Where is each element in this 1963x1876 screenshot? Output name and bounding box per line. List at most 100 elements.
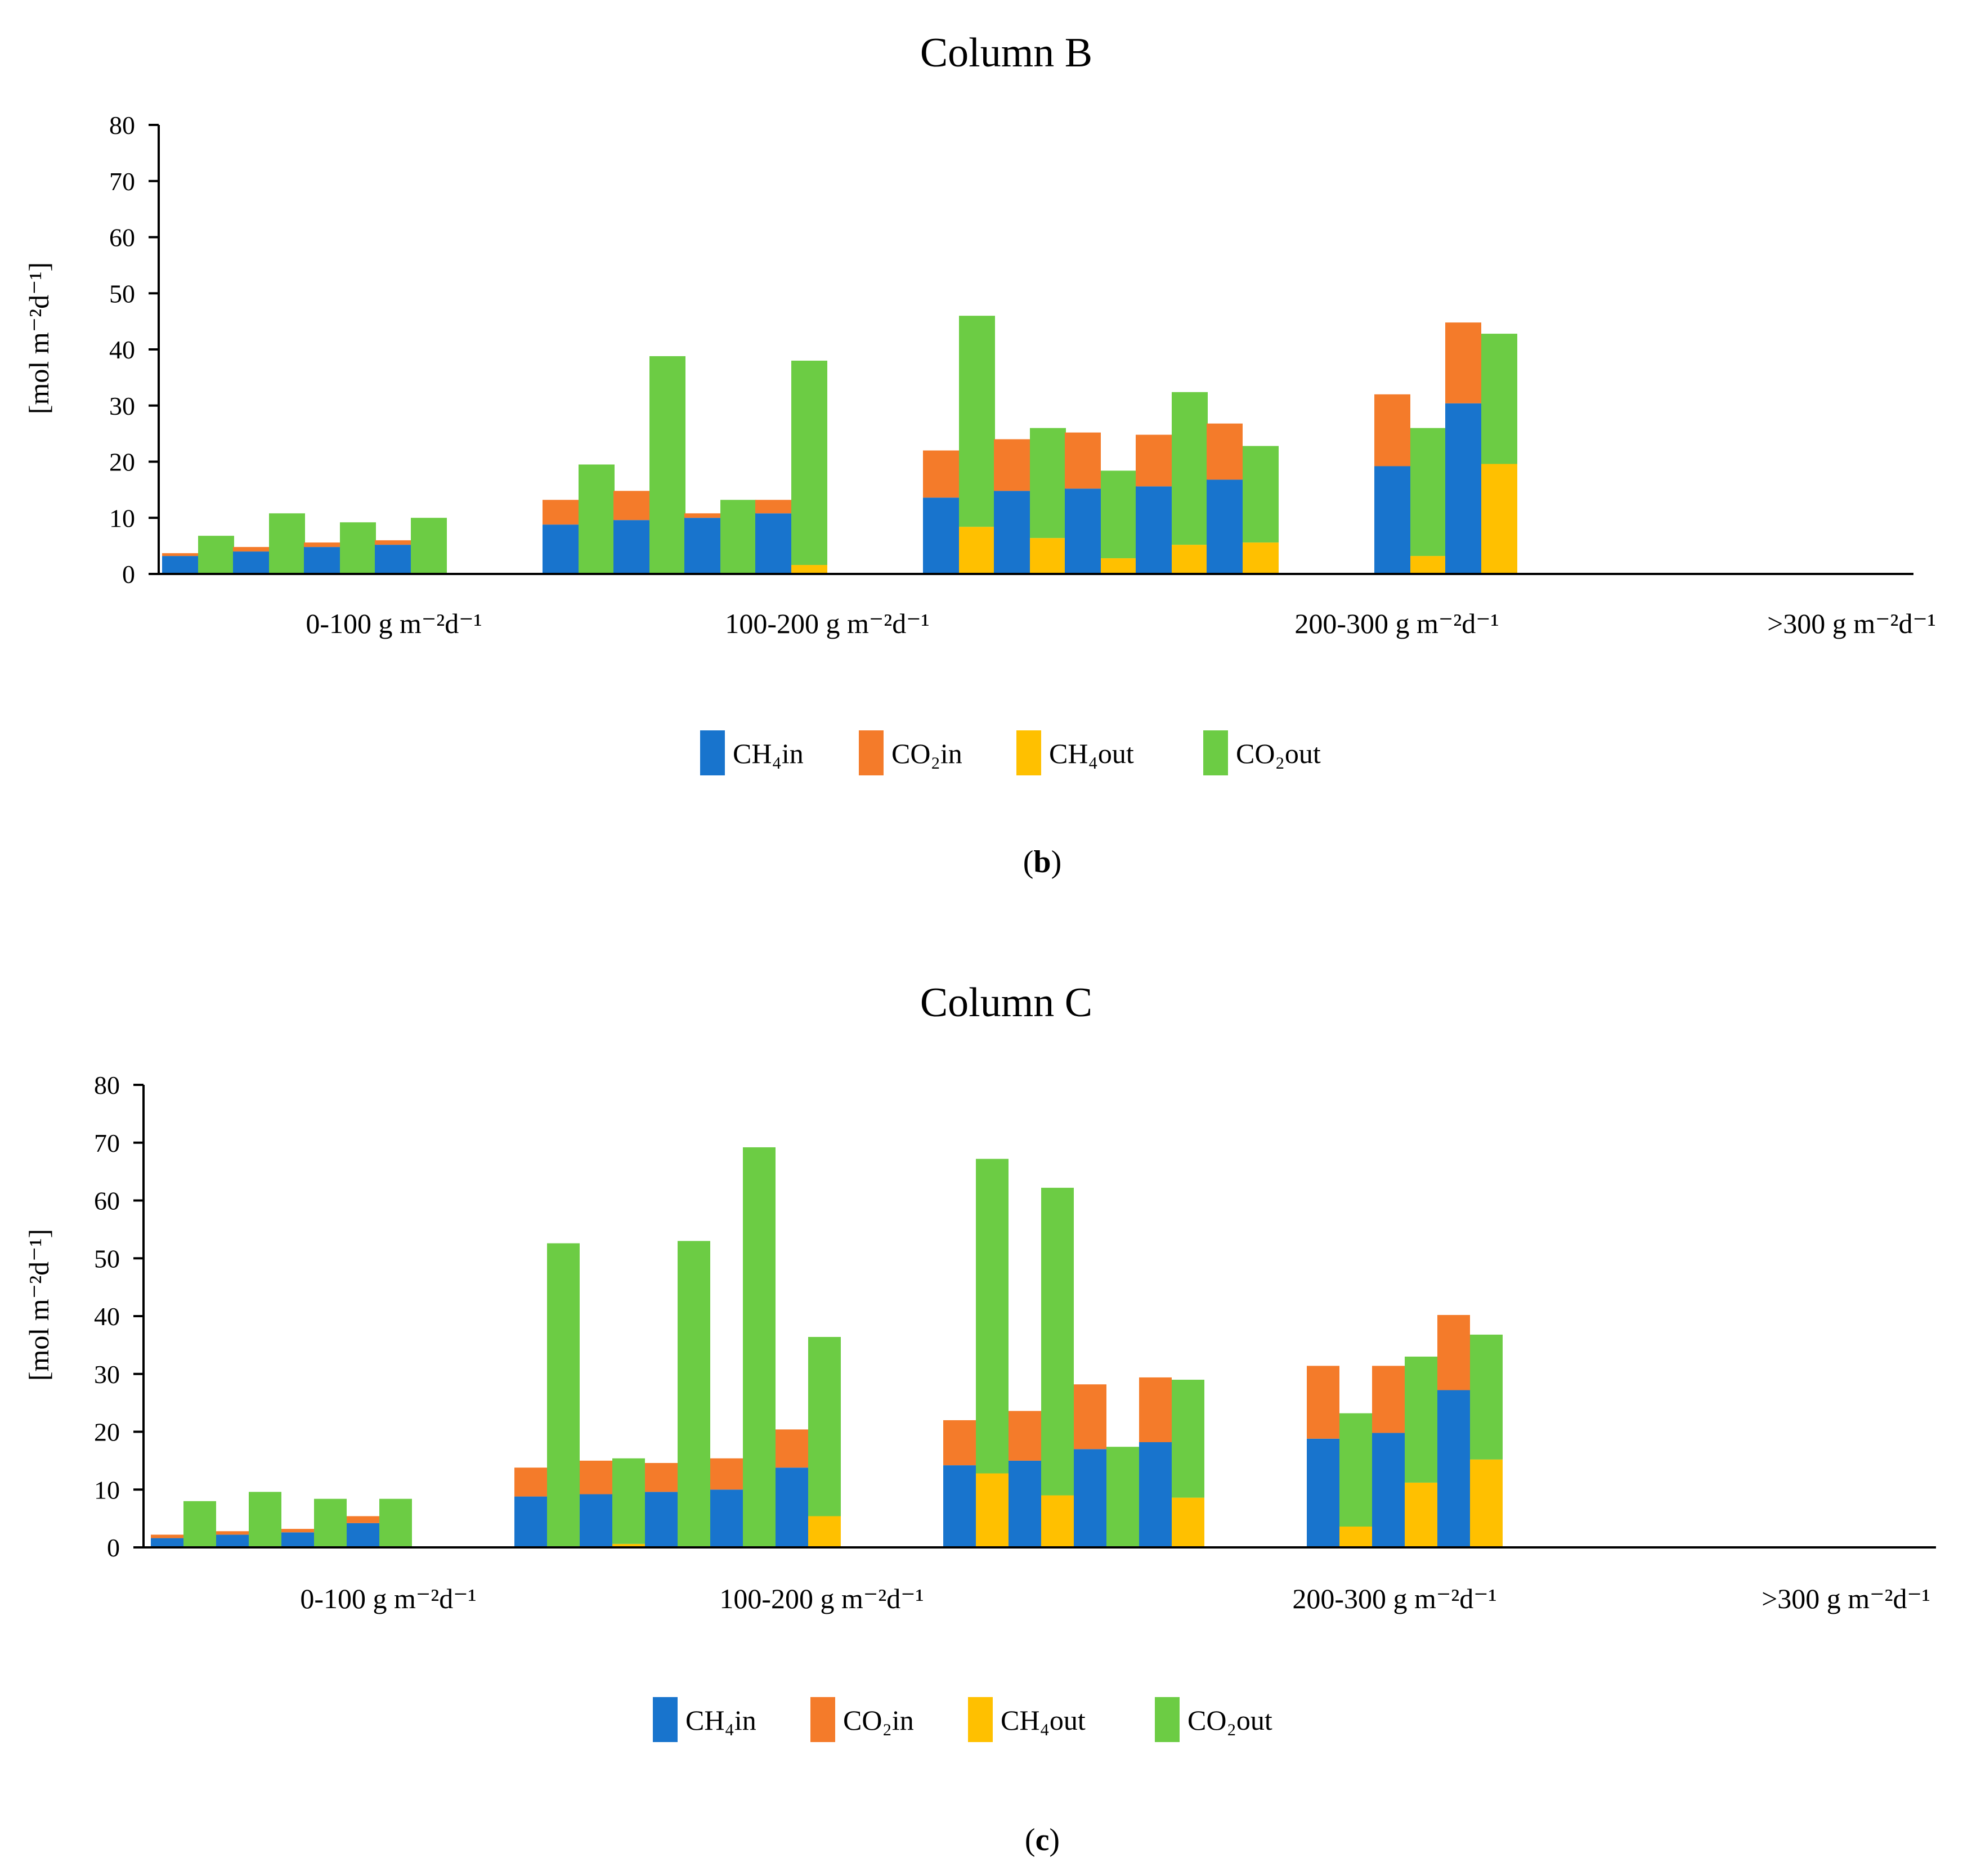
legend-label-co2-out: CO₂out [1236,738,1321,769]
legend-swatch-ch4-out [968,1697,993,1742]
x-group-label: 100-200 g m⁻²d⁻¹ [725,608,929,639]
bar-co2-in [1074,1384,1106,1449]
y-tick-label: 30 [109,392,135,420]
bar-co2-in [162,553,198,556]
bar-ch4-out [1410,556,1446,574]
chart-b-svg: Column B 0 10 20 30 40 50 60 70 80 [mol m⁻²d⁻¹] 0-1… [23,30,1936,879]
bar-ch4-out [959,527,995,574]
caption-open-paren: ( [1025,1823,1036,1857]
bar-co2-out [720,500,756,574]
bar-ch4-in [1065,488,1101,574]
bar-co2-in [755,500,791,514]
bar-ch4-in [514,1496,547,1547]
y-tick-label: 80 [94,1071,120,1099]
legend-swatch-co2-out [1155,1697,1180,1742]
bar-ch4-in [233,551,269,574]
y-axis-label: [mol m⁻²d⁻¹] [23,262,55,414]
bar-co2-in [580,1460,612,1494]
bar-ch4-out [808,1516,841,1547]
bar-co2-out [612,1458,645,1544]
bar-ch4-out [1172,545,1208,574]
bar-co2-out [1470,1334,1503,1460]
bar-co2-out [1172,1380,1204,1498]
bar-co2-out [269,513,305,574]
legend-swatch-ch4-in [653,1697,678,1742]
legend-label-co2-out: CO₂out [1187,1704,1272,1736]
bar-ch4-in [1009,1460,1041,1547]
bar-ch4-in [151,1538,183,1547]
bar-co2-out [314,1498,347,1547]
y-tick-label: 10 [109,504,135,532]
bar-ch4-out [976,1473,1009,1547]
legend-label-co2-in: CO₂in [891,738,962,769]
bar-co2-in [233,547,269,552]
y-tick-label: 40 [109,335,135,364]
bar-ch4-in [1372,1433,1405,1547]
legend-label-ch4-in: CH₄in [733,738,804,769]
bar-co2-out [808,1336,841,1516]
bar-co2-out [1339,1413,1372,1527]
bar-co2-in [943,1420,976,1466]
bar-co2-out [1405,1356,1437,1483]
caption-close-paren: ) [1051,845,1062,879]
y-tick-label: 80 [109,111,135,140]
y-tick-label: 30 [94,1360,120,1389]
bar-ch4-out [1470,1459,1503,1547]
bar-ch4-in [281,1532,314,1547]
figure-caption: (b) [1023,845,1061,879]
caption-close-paren: ) [1049,1823,1060,1857]
bar-co2-in [1307,1366,1339,1439]
bar-co2-in [216,1531,249,1535]
y-tick-label: 60 [109,223,135,252]
bar-co2-out [959,316,995,527]
bar-ch4-in [943,1465,976,1547]
chart-panel-b: Column B 0 10 20 30 40 50 60 70 80 [mol m⁻²d⁻¹] 0-1… [0,0,1963,923]
bar-co2-in [1445,322,1481,403]
bar-co2-out [547,1243,580,1547]
legend-swatch-co2-out [1203,730,1228,775]
bar-co2-in [514,1467,547,1497]
legend-label-co2-in: CO₂in [843,1704,914,1736]
bar-co2-out [976,1159,1009,1474]
caption-letter: b [1033,845,1051,879]
legend-swatch-co2-in [810,1697,835,1742]
bar-co2-in [1136,434,1172,487]
bar-co2-in [304,542,340,547]
bar-ch4-in [776,1467,808,1547]
y-tick-label: 70 [109,167,135,196]
legend-swatch-ch4-in [700,730,725,775]
bar-co2-in [684,513,720,518]
chart-panel-c: Column C 0 10 20 30 40 50 60 70 80 [mol m⁻²d⁻¹] 0-1… [0,951,1963,1876]
bar-co2-in [923,450,959,498]
bar-co2-in [1065,432,1101,489]
bar-co2-in [151,1534,183,1538]
bar-co2-in [1139,1377,1172,1442]
legend-swatch-ch4-out [1016,730,1041,775]
bar-ch4-in [710,1489,743,1547]
legend-label-ch4-out: CH₄out [1001,1704,1086,1736]
bar-ch4-in [1445,403,1481,574]
bar-co2-out [340,522,376,574]
y-tick-label: 20 [109,448,135,477]
bar-ch4-out [1172,1497,1204,1547]
caption-letter: c [1036,1823,1050,1857]
y-tick-label: 60 [94,1187,120,1215]
bar-ch4-in [543,524,579,574]
bar-co2-out [1101,470,1137,559]
y-axis-label: [mol m⁻²d⁻¹] [23,1229,55,1381]
x-group-label: 100-200 g m⁻²d⁻¹ [719,1583,924,1614]
bar-ch4-out [1101,558,1137,574]
bar-ch4-in [684,518,720,574]
bar-ch4-out [612,1543,645,1547]
bar-ch4-in [613,520,649,574]
bar-co2-out [1041,1187,1074,1496]
bar-ch4-in [755,513,791,574]
x-group-label: 200-300 g m⁻²d⁻¹ [1294,608,1499,639]
bar-co2-out [379,1498,412,1547]
bar-co2-in [645,1462,678,1492]
bar-co2-out [411,518,447,574]
y-tick-label: 0 [107,1533,120,1562]
bar-ch4-in [1074,1449,1106,1547]
bar-co2-in [1437,1314,1470,1390]
x-group-label: 0-100 g m⁻²d⁻¹ [300,1583,476,1614]
